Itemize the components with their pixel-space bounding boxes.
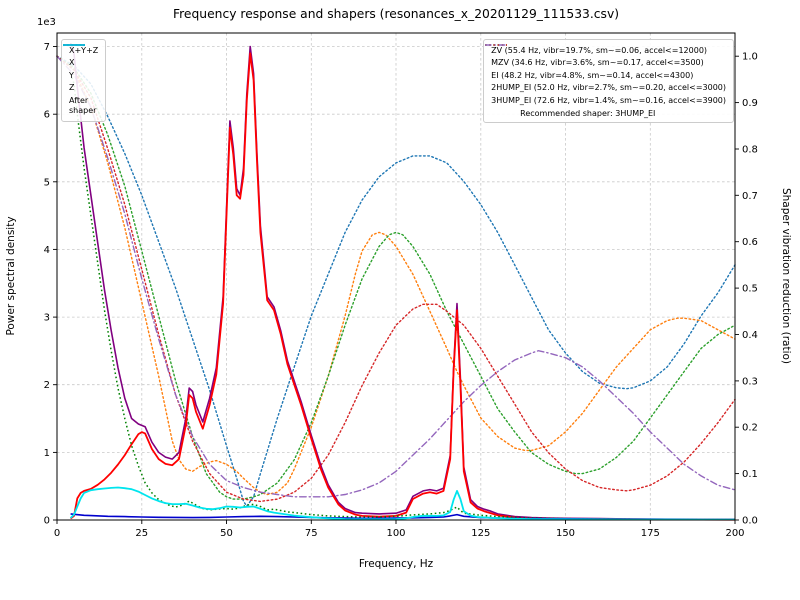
y-left-tick-label: 6 — [44, 110, 50, 121]
legend-item-z: Z — [63, 44, 98, 93]
axis-ticks: 0 25 50 75 100 125 150 175 200 0 1 2 3 4 5 6 7 0.0 0.1 0.2 0… — [44, 42, 758, 539]
y-left-tick-label: 5 — [44, 177, 50, 188]
series-zv — [56, 55, 736, 508]
x-tick-label: 200 — [725, 528, 744, 539]
legend-label: ZV (55.4 Hz, vibr=19.7%, sm~=0.06, accel… — [491, 46, 708, 55]
x-tick-label: 25 — [135, 528, 148, 539]
series-y — [69, 73, 735, 521]
chart-title: Frequency response and shapers (resonanc… — [172, 7, 620, 21]
legend-item-zv: ZV (55.4 Hz, vibr=19.7%, sm~=0.06, accel… — [485, 44, 726, 56]
y-axis-offset-label: 1e3 — [37, 17, 56, 28]
y-right-tick-label: 0.4 — [742, 330, 758, 341]
legend-label: 2HUMP_EI (52.0 Hz, vibr=2.7%, sm~=0.20, … — [491, 83, 726, 93]
x-tick-label: 0 — [54, 528, 60, 539]
legend-item-ei: EI (48.2 Hz, vibr=4.8%, sm~=0.14, accel<… — [485, 44, 726, 81]
legend-item-x: X — [63, 44, 98, 68]
y-left-tick-label: 2 — [44, 380, 50, 391]
legend-recommended-shaper: Recommended shaper: 3HUMP_EI — [520, 108, 656, 118]
legend-swatch — [63, 44, 85, 46]
y-right-tick-label: 0.8 — [742, 145, 758, 156]
legend-item-3hump-ei: 3HUMP_EI (72.6 Hz, vibr=1.4%, sm~=0.16, … — [485, 44, 726, 106]
legend-item-after-shaper: After shaper — [63, 44, 98, 117]
x-tick-label: 175 — [641, 528, 660, 539]
legend-shapers: ZV (55.4 Hz, vibr=19.7%, sm~=0.06, accel… — [483, 39, 734, 123]
legend-label: MZV (34.6 Hz, vibr=3.6%, sm~=0.17, accel… — [491, 58, 704, 68]
legend-label: After shaper — [69, 95, 97, 115]
series-x-y-z — [69, 42, 735, 521]
y-left-tick-label: 7 — [44, 42, 50, 53]
y-right-tick-label: 0.5 — [742, 284, 758, 295]
y-right-tick-label: 0.6 — [742, 237, 758, 248]
series-x — [70, 52, 736, 521]
legend-label: Z — [69, 83, 75, 93]
y-axis-label-right: Shaper vibration reduction (ratio) — [780, 188, 792, 364]
legend-label: X+Y+Z — [69, 46, 99, 55]
x-tick-label: 75 — [305, 528, 318, 539]
series-after-shaper — [69, 486, 735, 521]
legend-label: X — [69, 58, 75, 68]
legend-label: EI (48.2 Hz, vibr=4.8%, sm~=0.14, accel<… — [491, 70, 694, 80]
y-axis-label-left: Power spectral density — [5, 216, 17, 335]
x-tick-label: 125 — [471, 528, 490, 539]
y-left-tick-label: 3 — [44, 313, 50, 324]
y-right-tick-label: 0.1 — [742, 469, 758, 480]
series-mzv — [56, 55, 736, 496]
series-3hump-ei — [56, 55, 736, 498]
y-right-tick-label: 0.3 — [742, 376, 758, 387]
x-tick-label: 100 — [386, 528, 405, 539]
y-left-tick-label: 1 — [44, 448, 50, 459]
legend-item-mzv: MZV (34.6 Hz, vibr=3.6%, sm~=0.17, accel… — [485, 44, 726, 68]
data-series — [56, 42, 736, 521]
legend-psd: X+Y+Z X Y Z After shaper — [61, 39, 107, 123]
y-right-tick-label: 0.2 — [742, 423, 758, 434]
legend-label: 3HUMP_EI (72.6 Hz, vibr=1.4%, sm~=0.16, … — [491, 95, 726, 105]
legend-item-2hump-ei: 2HUMP_EI (52.0 Hz, vibr=2.7%, sm~=0.20, … — [485, 44, 726, 93]
y-right-tick-label: 1.0 — [742, 52, 758, 63]
x-tick-label: 150 — [556, 528, 575, 539]
y-right-tick-label: 0.0 — [742, 516, 758, 527]
y-right-tick-label: 0.7 — [742, 191, 758, 202]
legend-label: Y — [69, 70, 74, 80]
y-left-tick-label: 4 — [44, 245, 50, 256]
y-left-tick-label: 0 — [44, 516, 50, 527]
legend-swatch — [485, 44, 508, 46]
y-right-tick-label: 0.9 — [742, 98, 758, 109]
legend-item-y: Y — [63, 44, 98, 81]
x-tick-label: 50 — [220, 528, 233, 539]
x-axis-label: Frequency, Hz — [359, 558, 434, 570]
